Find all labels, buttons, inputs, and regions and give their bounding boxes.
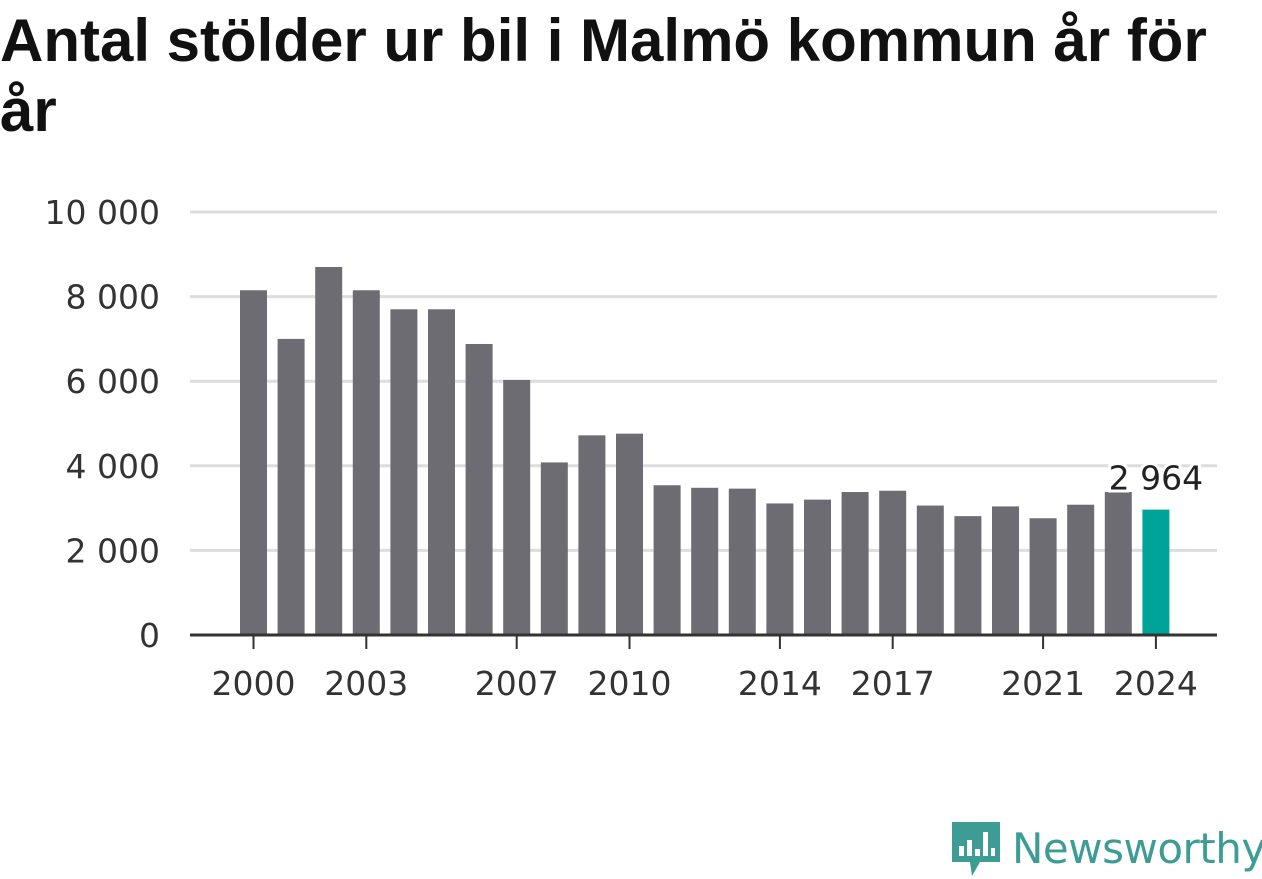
bar: [653, 485, 681, 635]
bar: [390, 309, 418, 635]
bar: [465, 343, 493, 635]
bar: [691, 487, 719, 635]
bar: [240, 290, 267, 635]
newsworthy-logo-icon: [952, 822, 1000, 876]
data-label: 2 964: [1109, 459, 1203, 498]
brand-name: Newsworthy: [1012, 823, 1262, 873]
bar: [879, 490, 907, 635]
y-tick-label: 6 000: [66, 362, 160, 401]
x-tick-label: 2024: [1114, 664, 1198, 703]
bar: [277, 338, 305, 635]
y-tick-label: 0: [139, 616, 160, 655]
bar: [540, 462, 568, 635]
bar: [954, 516, 982, 635]
x-tick-label: 2003: [324, 664, 408, 703]
x-tick-label: 2000: [212, 664, 296, 703]
bar: [916, 505, 944, 635]
bar-highlight: [1142, 509, 1170, 635]
bar: [1067, 504, 1095, 635]
y-tick-label: 8 000: [66, 278, 160, 317]
bar: [1104, 492, 1132, 635]
x-tick-label: 2007: [475, 664, 559, 703]
y-tick-label: 10 000: [45, 193, 160, 232]
bar: [503, 379, 531, 635]
bar: [616, 433, 643, 635]
x-tick-label: 2014: [738, 664, 822, 703]
y-tick-label: 2 000: [66, 531, 160, 570]
brand-logo: Newsworthy: [950, 818, 1262, 878]
bar: [728, 488, 756, 635]
bar: [578, 435, 606, 635]
bar: [766, 503, 794, 635]
bar: [315, 266, 343, 635]
x-tick-label: 2017: [851, 664, 935, 703]
y-tick-label: 4 000: [66, 447, 160, 486]
bar: [352, 290, 380, 635]
bar: [428, 309, 455, 635]
bar: [1029, 518, 1057, 635]
chart-title: Antal stölder ur bil i Malmö kommun år f…: [0, 7, 1207, 144]
x-tick-label: 2021: [1001, 664, 1085, 703]
bar: [992, 506, 1019, 635]
bar: [841, 492, 869, 635]
bar: [804, 499, 831, 635]
x-tick-label: 2010: [588, 664, 672, 703]
